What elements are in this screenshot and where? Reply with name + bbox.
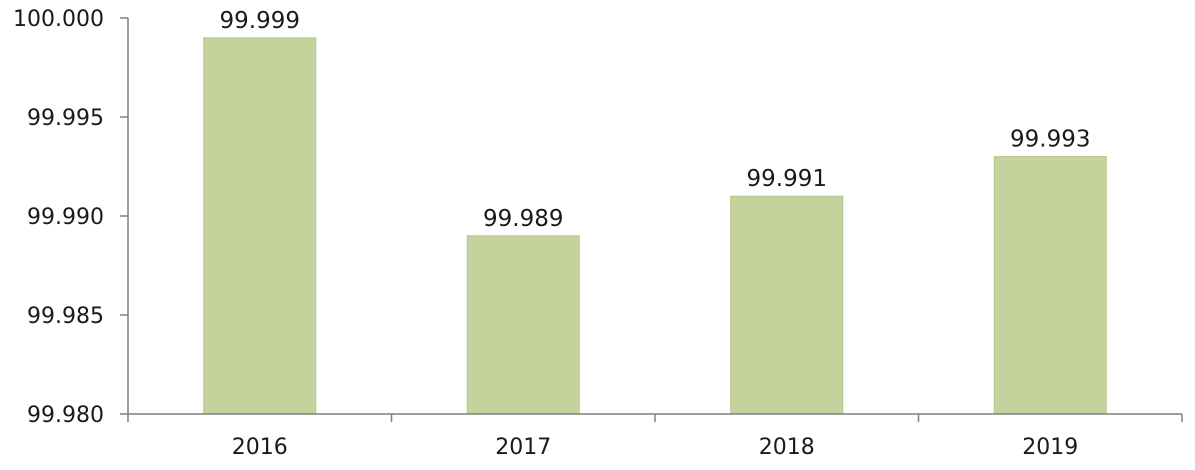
y-tick-label: 99.985	[27, 304, 104, 329]
x-axis-ticks: 2016 2017 2018 2019	[127, 414, 1183, 460]
y-tick-label: 99.995	[27, 106, 104, 131]
data-label-2019: 99.993	[1010, 127, 1090, 153]
bar-2017	[466, 235, 580, 415]
y-tick-label: 99.980	[27, 403, 104, 428]
x-tick-label-2019: 2019	[1022, 435, 1078, 460]
bars-group	[203, 37, 1107, 415]
data-label-2016: 99.999	[220, 8, 300, 34]
x-tick-label-2017: 2017	[495, 435, 551, 460]
x-tick-label-2018: 2018	[759, 435, 815, 460]
y-axis-ticks: 99.980 99.985 99.990 99.995 100.000	[13, 7, 128, 428]
bar-2018	[730, 195, 844, 415]
x-tick-label-2016: 2016	[232, 435, 288, 460]
y-tick-label: 100.000	[13, 7, 104, 32]
y-tick-label: 99.990	[27, 205, 104, 230]
data-labels-group: 99.999 99.989 99.991 99.993	[220, 8, 1091, 232]
bar-2016	[203, 37, 317, 415]
bar-2019	[993, 156, 1107, 415]
data-label-2018: 99.991	[747, 166, 827, 192]
data-label-2017: 99.989	[483, 206, 563, 232]
